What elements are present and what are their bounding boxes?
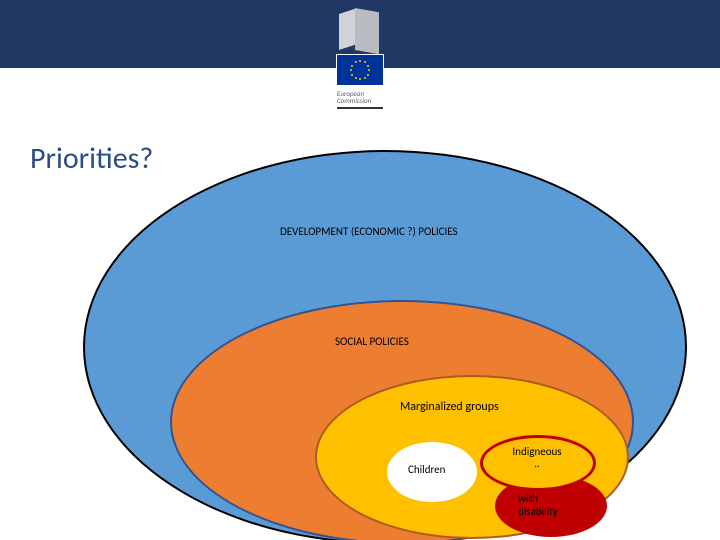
ec-logo: European Commission xyxy=(330,8,390,118)
ellipse-disability xyxy=(495,475,607,537)
ellipse-marginalized xyxy=(315,375,629,539)
logo-line2: Commission xyxy=(337,96,371,105)
label-disability: withdisability xyxy=(518,493,578,518)
ellipse-children xyxy=(385,440,479,504)
label-indigenous: Indigneous.. xyxy=(504,446,570,470)
label-social: SOCIAL POLICIES xyxy=(335,335,409,348)
ellipse-social xyxy=(170,300,634,540)
ellipse-outer xyxy=(83,150,687,540)
label-marginalized: Marginalized groups xyxy=(400,400,499,414)
ellipse-indigenous xyxy=(480,435,596,491)
page-title: Priorities? xyxy=(30,140,153,177)
logo-text: European Commission xyxy=(337,90,383,109)
eu-flag-icon xyxy=(336,54,384,86)
label-outer: DEVELOPMENT (ECONOMIC ?) POLICIES xyxy=(280,225,458,238)
label-children: Children xyxy=(408,463,445,476)
logo-building-icon xyxy=(337,8,383,50)
